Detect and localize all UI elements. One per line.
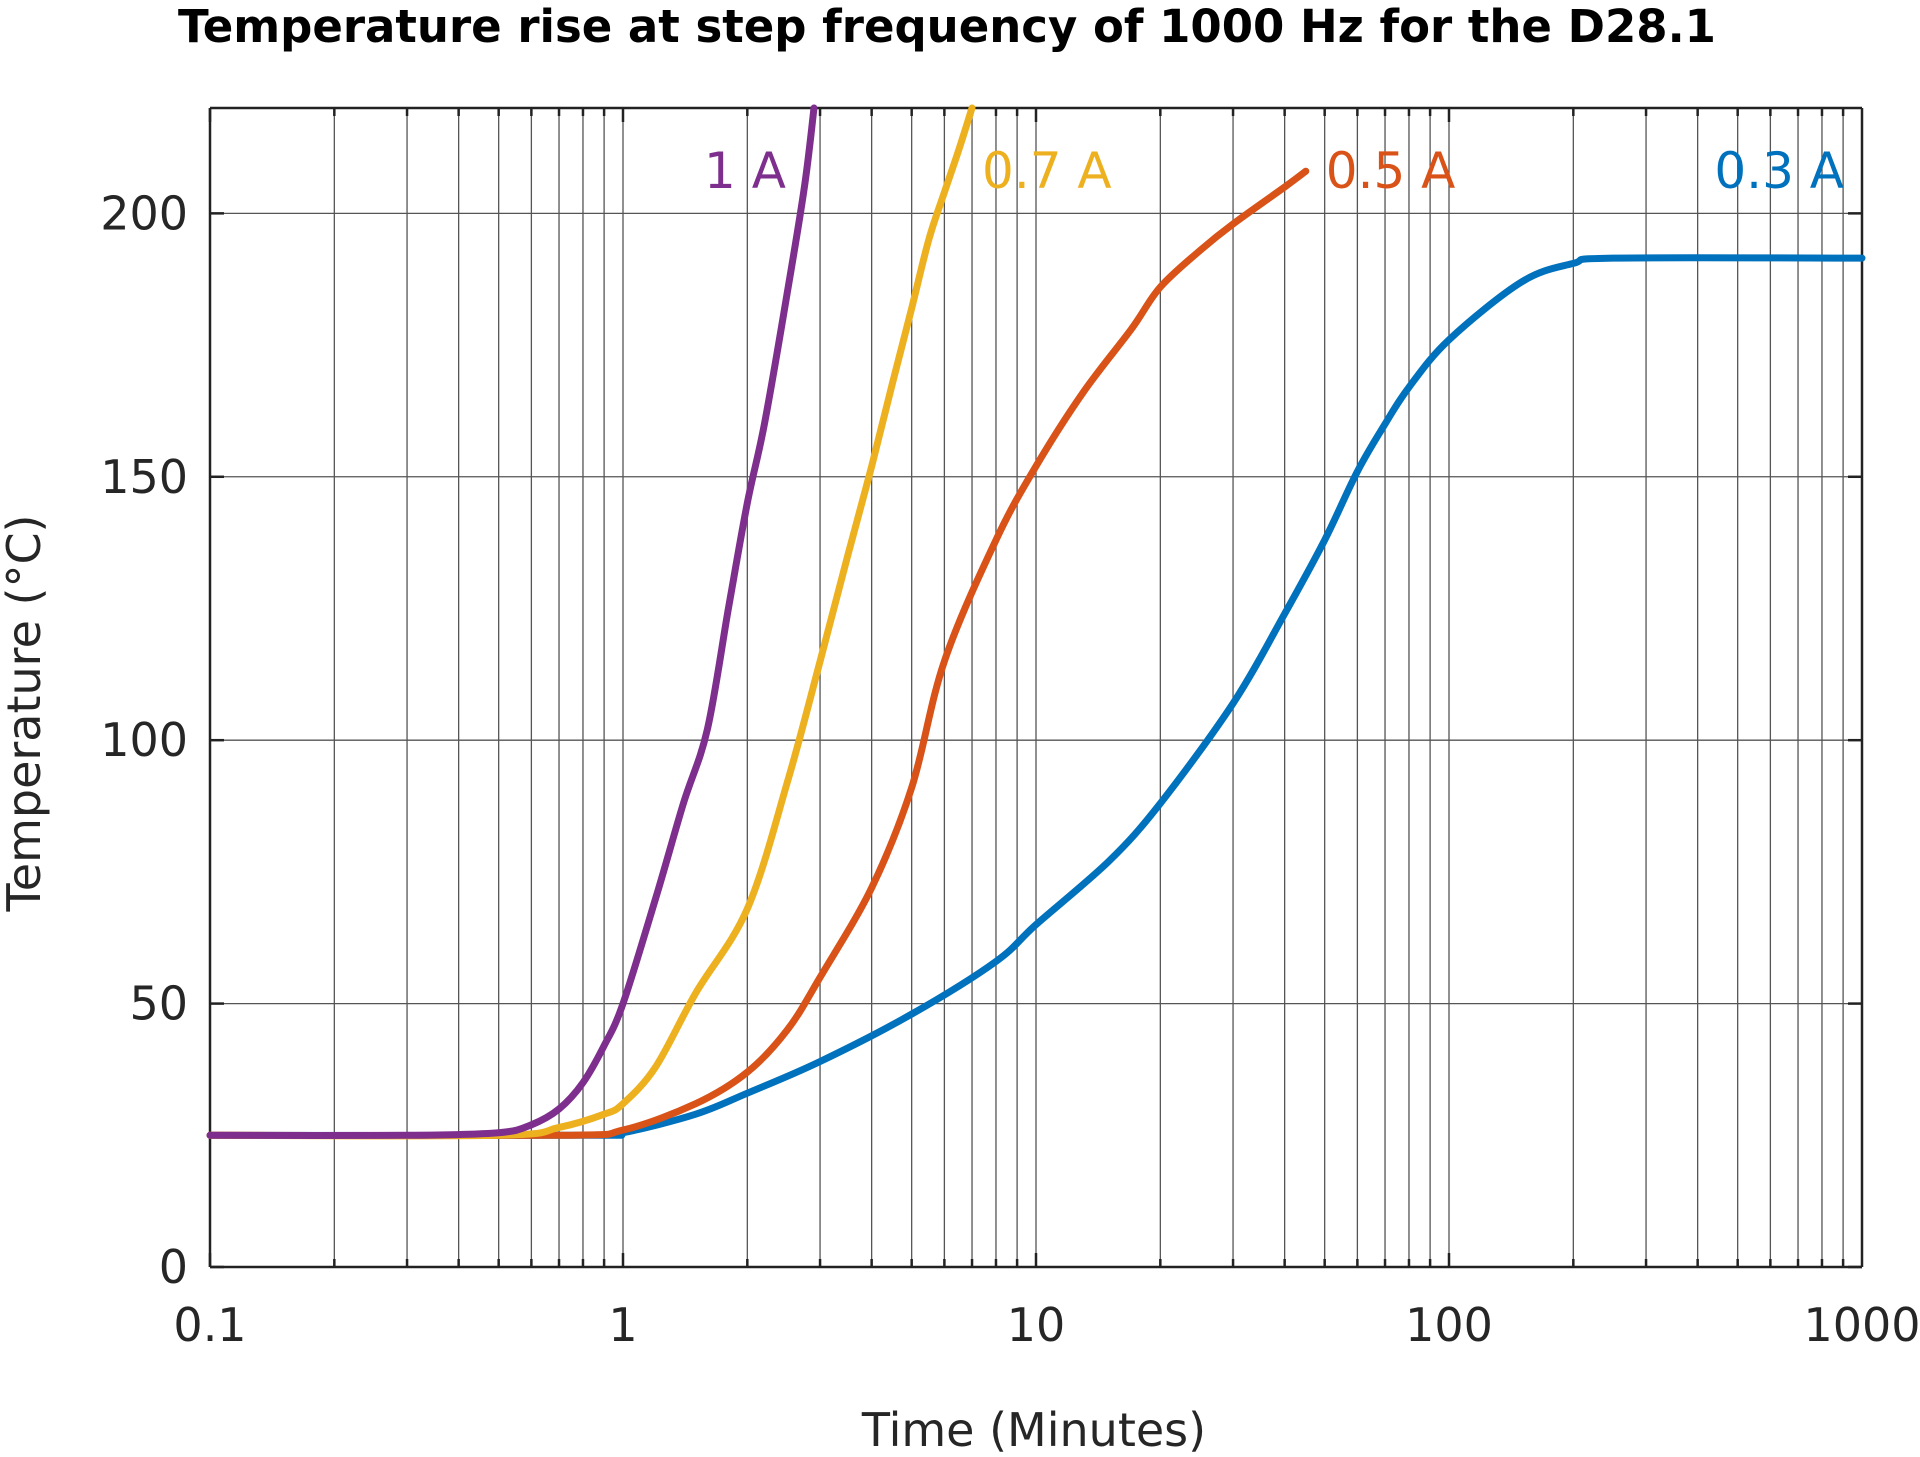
series-label: 0.7 A xyxy=(982,142,1112,200)
series-line-0-3-a xyxy=(206,254,1866,1139)
series-label: 0.5 A xyxy=(1326,142,1456,200)
series-label: 1 A xyxy=(704,142,786,200)
series-lines xyxy=(206,104,1866,1140)
series-line-0-5-a xyxy=(206,167,1310,1140)
grid xyxy=(210,108,1862,1267)
x-tick-label: 1 xyxy=(608,1298,637,1352)
y-axis-title: Temperature (°C) xyxy=(0,514,51,912)
series-label: 0.3 A xyxy=(1714,142,1844,200)
x-tick-label: 100 xyxy=(1405,1298,1493,1352)
series-line-1-a xyxy=(206,104,818,1139)
series-labels: 1 A 0.7 A 0.5 A 0.3 A xyxy=(704,142,1844,200)
x-tick-label: 1000 xyxy=(1803,1298,1920,1352)
y-tick-label: 200 xyxy=(100,186,188,240)
tick-labels: 0.1 1 10 100 1000 0 50 100 150 200 xyxy=(100,186,1920,1352)
x-tick-label: 10 xyxy=(1007,1298,1066,1352)
y-tick-label: 150 xyxy=(100,450,188,504)
series-line-0-7-a xyxy=(206,104,976,1140)
x-tick-label: 0.1 xyxy=(173,1298,246,1352)
y-tick-label: 0 xyxy=(159,1240,188,1294)
y-tick-label: 50 xyxy=(129,977,188,1031)
plot-frame xyxy=(208,106,1864,1269)
chart-title: Temperature rise at step frequency of 10… xyxy=(178,0,1716,53)
y-tick-label: 100 xyxy=(100,713,188,767)
x-axis-title: Time (Minutes) xyxy=(861,1403,1206,1457)
